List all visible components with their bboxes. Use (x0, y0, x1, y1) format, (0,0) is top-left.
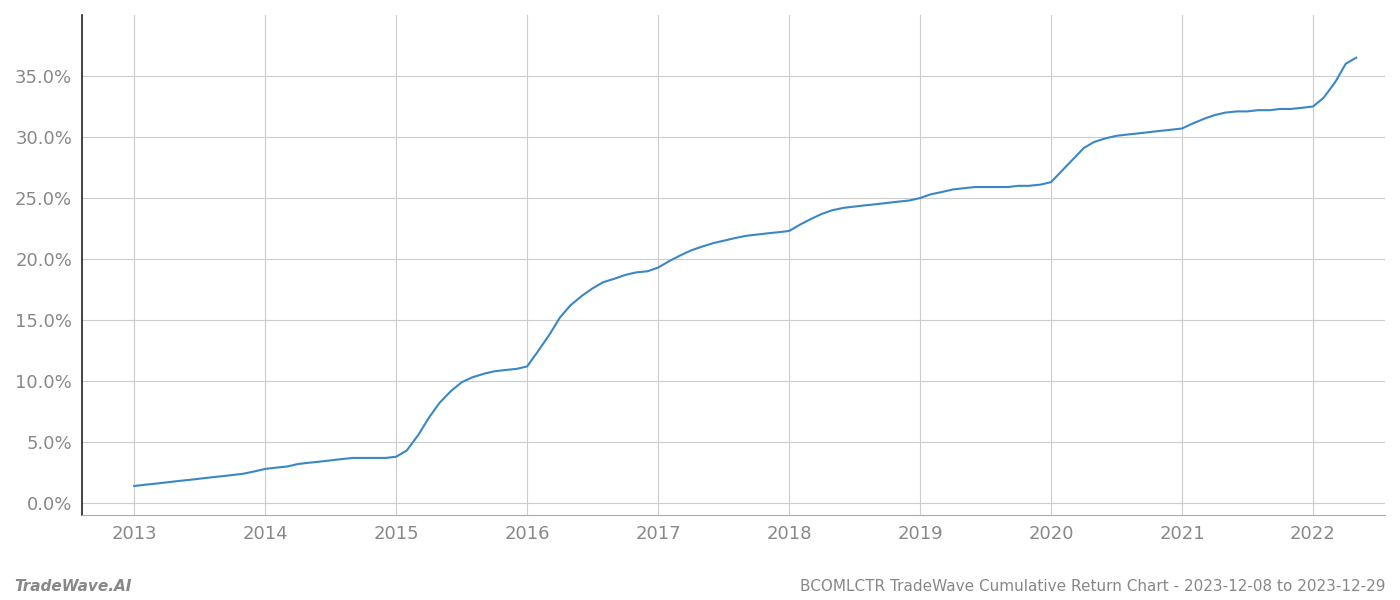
Text: TradeWave.AI: TradeWave.AI (14, 579, 132, 594)
Text: BCOMLCTR TradeWave Cumulative Return Chart - 2023-12-08 to 2023-12-29: BCOMLCTR TradeWave Cumulative Return Cha… (801, 579, 1386, 594)
